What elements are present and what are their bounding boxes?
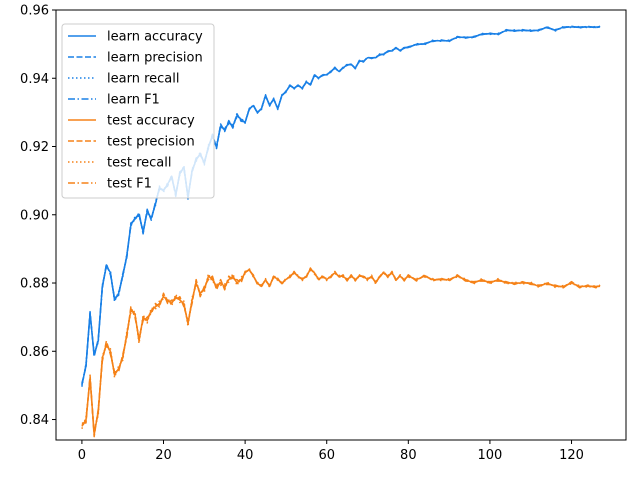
x-tick-label: 60	[318, 448, 335, 463]
legend-label: learn precision	[107, 51, 203, 66]
y-tick-label: 0.92	[20, 140, 49, 155]
legend-label: test precision	[107, 135, 195, 150]
x-tick-label: 0	[78, 448, 86, 463]
legend-label: learn F1	[107, 93, 160, 108]
series-line-test-f1	[81, 267, 601, 436]
legend-label: test recall	[107, 156, 172, 171]
x-tick-label: 20	[155, 448, 172, 463]
y-tick-label: 0.88	[20, 277, 49, 292]
plot-area-frame	[55, 9, 627, 441]
legend-label: learn accuracy	[107, 30, 203, 45]
series-layer	[81, 25, 601, 438]
legend-label: test F1	[107, 177, 152, 192]
x-tick-label: 120	[559, 448, 584, 463]
y-tick-label: 0.86	[20, 345, 49, 360]
x-tick-label: 100	[478, 448, 503, 463]
axes-layer: 0 20 40 60 80 100 120 0.84 0.86 0.88 0.90 0.92 0.94 0…	[20, 4, 584, 464]
x-tick-label: 80	[400, 448, 417, 463]
y-tick-label: 0.84	[20, 413, 49, 428]
x-tick-label: 40	[237, 448, 254, 463]
y-tick-label: 0.94	[20, 72, 49, 87]
y-tick-label: 0.90	[20, 208, 49, 223]
legend-box	[61, 23, 215, 199]
legend-label: learn recall	[107, 72, 179, 87]
series-line-learn-f1	[81, 25, 601, 385]
y-tick-label: 0.96	[20, 4, 49, 19]
legend: learn accuracy learn precision learn recal…	[61, 23, 215, 199]
series-line-learn-precision	[81, 25, 601, 384]
legend-label: test accuracy	[107, 114, 195, 129]
